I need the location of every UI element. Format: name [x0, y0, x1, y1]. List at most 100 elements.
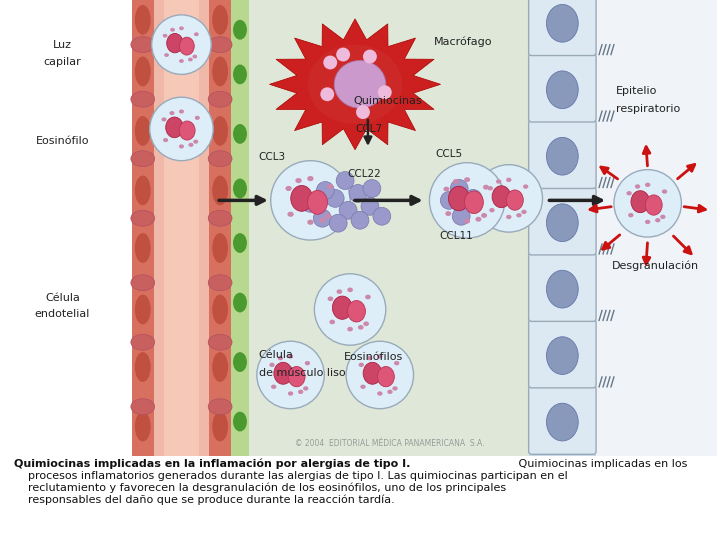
Circle shape: [329, 214, 347, 232]
Ellipse shape: [377, 367, 395, 387]
FancyBboxPatch shape: [210, 0, 231, 456]
Circle shape: [373, 207, 391, 225]
Ellipse shape: [546, 337, 578, 374]
Ellipse shape: [367, 356, 372, 360]
Ellipse shape: [208, 334, 232, 350]
Ellipse shape: [506, 215, 511, 219]
Ellipse shape: [164, 53, 169, 57]
Circle shape: [450, 179, 468, 198]
Ellipse shape: [212, 233, 228, 263]
Circle shape: [315, 274, 386, 345]
Text: de músculo liso: de músculo liso: [258, 368, 346, 378]
Ellipse shape: [377, 392, 382, 396]
FancyBboxPatch shape: [3, 0, 132, 456]
Text: CCL22: CCL22: [347, 168, 381, 179]
Ellipse shape: [305, 361, 310, 366]
Ellipse shape: [271, 384, 276, 389]
FancyBboxPatch shape: [249, 0, 596, 456]
Text: Macrófago: Macrófago: [433, 36, 492, 47]
Circle shape: [351, 211, 369, 229]
Ellipse shape: [475, 217, 482, 222]
Ellipse shape: [233, 411, 247, 431]
Circle shape: [320, 87, 334, 101]
Text: CCL3: CCL3: [258, 152, 286, 161]
Circle shape: [356, 105, 370, 119]
Ellipse shape: [521, 210, 526, 214]
Ellipse shape: [645, 220, 650, 224]
Circle shape: [326, 190, 344, 207]
Circle shape: [339, 201, 357, 219]
Ellipse shape: [135, 411, 150, 441]
Circle shape: [361, 198, 379, 215]
Circle shape: [302, 194, 320, 212]
Ellipse shape: [358, 325, 364, 329]
Ellipse shape: [131, 151, 155, 167]
Ellipse shape: [212, 116, 228, 146]
Ellipse shape: [506, 190, 523, 210]
Text: Célula: Célula: [45, 293, 80, 302]
Ellipse shape: [167, 33, 183, 53]
Text: Desgranulación: Desgranulación: [612, 261, 699, 271]
Ellipse shape: [131, 91, 155, 107]
Ellipse shape: [347, 327, 353, 332]
Ellipse shape: [628, 213, 634, 217]
Ellipse shape: [660, 214, 665, 219]
Ellipse shape: [645, 183, 650, 187]
Text: Quimiocinas implicadas en los: Quimiocinas implicadas en los: [516, 459, 688, 469]
Ellipse shape: [166, 117, 183, 138]
Ellipse shape: [307, 220, 314, 225]
Ellipse shape: [274, 362, 292, 384]
Ellipse shape: [626, 191, 632, 195]
Ellipse shape: [481, 213, 487, 218]
Ellipse shape: [336, 289, 342, 294]
FancyBboxPatch shape: [132, 0, 153, 456]
Text: procesos inflamatorios generados durante las alergias de tipo I. Las quimiocinas: procesos inflamatorios generados durante…: [14, 459, 568, 505]
Ellipse shape: [546, 137, 578, 175]
Ellipse shape: [363, 362, 382, 384]
Ellipse shape: [135, 352, 150, 382]
Ellipse shape: [179, 110, 184, 113]
Circle shape: [441, 192, 458, 210]
Ellipse shape: [163, 34, 168, 38]
Ellipse shape: [546, 204, 578, 241]
Ellipse shape: [208, 151, 232, 167]
Ellipse shape: [233, 352, 247, 372]
Ellipse shape: [288, 354, 293, 359]
Ellipse shape: [655, 218, 660, 222]
Circle shape: [271, 161, 350, 240]
Circle shape: [475, 165, 543, 232]
Ellipse shape: [307, 191, 328, 214]
Ellipse shape: [131, 334, 155, 350]
Ellipse shape: [387, 390, 392, 394]
Ellipse shape: [464, 191, 483, 213]
Ellipse shape: [169, 111, 174, 115]
Ellipse shape: [449, 186, 469, 211]
Ellipse shape: [348, 301, 366, 322]
Ellipse shape: [347, 287, 353, 292]
Ellipse shape: [298, 390, 303, 394]
Ellipse shape: [233, 179, 247, 198]
Ellipse shape: [212, 411, 228, 441]
Ellipse shape: [135, 57, 150, 86]
FancyBboxPatch shape: [528, 120, 596, 188]
Circle shape: [313, 210, 331, 227]
Ellipse shape: [161, 117, 166, 122]
FancyBboxPatch shape: [528, 0, 596, 456]
Ellipse shape: [212, 57, 228, 86]
Ellipse shape: [135, 295, 150, 325]
Ellipse shape: [269, 363, 275, 367]
Ellipse shape: [233, 124, 247, 144]
Text: CCL5: CCL5: [436, 148, 462, 159]
Ellipse shape: [489, 208, 495, 212]
Ellipse shape: [360, 384, 366, 389]
Ellipse shape: [445, 211, 451, 216]
Text: endotelial: endotelial: [35, 309, 90, 320]
Ellipse shape: [645, 195, 662, 215]
Ellipse shape: [163, 138, 168, 142]
Text: capilar: capilar: [43, 57, 81, 66]
FancyBboxPatch shape: [528, 253, 596, 321]
Ellipse shape: [179, 121, 195, 140]
FancyBboxPatch shape: [153, 0, 210, 456]
Polygon shape: [269, 19, 441, 150]
Ellipse shape: [308, 45, 402, 124]
